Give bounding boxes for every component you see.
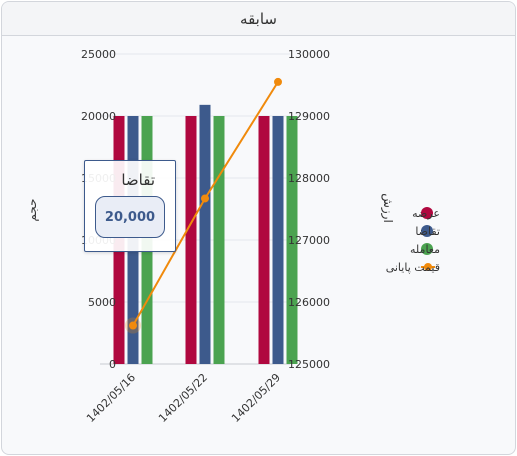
x-tick-label: 1402/05/16 [84, 371, 138, 425]
left-tick-label: 25000 [81, 48, 116, 61]
legend-label[interactable]: عرضه [412, 207, 440, 220]
right-tick-label: 125000 [288, 358, 330, 371]
right-axis-label: ارزش [380, 193, 395, 223]
right-tick-label: 126000 [288, 296, 330, 309]
legend-label[interactable]: معامله [410, 243, 440, 256]
price-point[interactable] [201, 194, 209, 203]
right-tick-label: 129000 [288, 110, 330, 123]
bar-1[interactable] [185, 116, 197, 364]
right-axis: 125000 126000 127000 128000 129000 130000 [288, 48, 330, 371]
bar-2[interactable] [199, 104, 211, 364]
legend-dot-swatch [424, 263, 432, 271]
legend-label[interactable]: قیمت پایانی [386, 261, 440, 274]
right-tick-label: 128000 [288, 172, 330, 185]
history-chart: 0500010000150002000025000 12500012600012… [25, 48, 440, 425]
tooltip-title: تقاضا [121, 171, 155, 189]
x-tick-label: 1402/05/29 [229, 371, 283, 425]
left-tick-label: 20000 [81, 110, 116, 123]
panel-title: سابقه [2, 2, 515, 36]
bar-2[interactable] [272, 116, 284, 364]
price-line-layer [125, 77, 282, 334]
legend-swatch [421, 207, 433, 219]
x-tick-label: 1402/05/22 [156, 371, 210, 425]
bar-1[interactable] [258, 116, 270, 364]
price-point[interactable] [274, 77, 282, 86]
right-tick-label: 130000 [288, 48, 330, 61]
legend-swatch [421, 243, 433, 255]
bar-3[interactable] [286, 116, 298, 364]
left-tick-label: 5000 [88, 296, 116, 309]
x-axis: 1402/05/16 1402/05/22 1402/05/29 [84, 371, 283, 425]
bar-3[interactable] [213, 116, 225, 364]
left-axis-label: حجم [25, 198, 39, 221]
price-point[interactable] [129, 321, 137, 330]
legend-swatch [421, 225, 433, 237]
right-tick-label: 127000 [288, 234, 330, 247]
legend-label[interactable]: تقاضا [415, 225, 440, 238]
left-tick-label: 0 [109, 358, 116, 371]
tooltip-value: 20,000 [95, 196, 165, 238]
legend: عرضه تقاضا معامله قیمت پایانی [386, 207, 440, 274]
tooltip: تقاضا 20,000 [84, 160, 176, 252]
